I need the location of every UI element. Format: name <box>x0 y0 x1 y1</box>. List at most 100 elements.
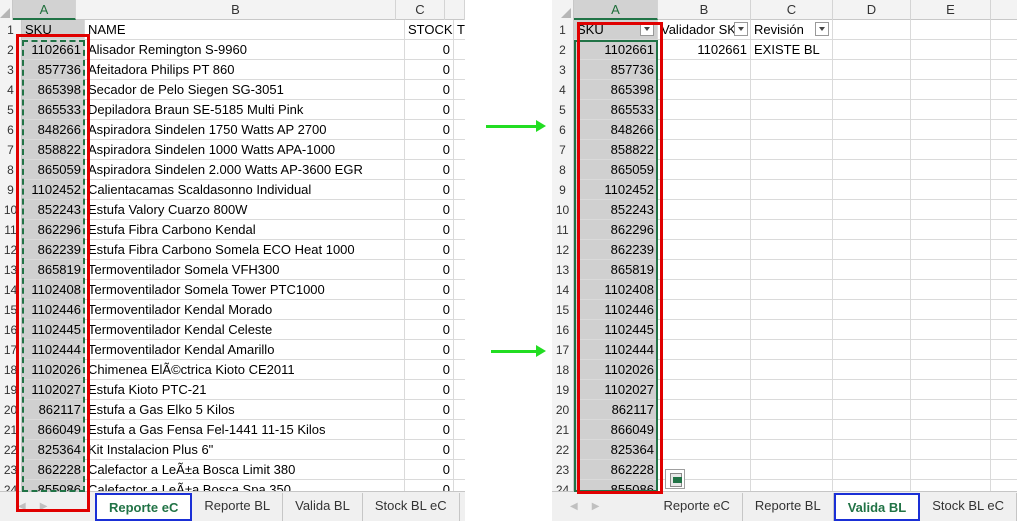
cell-empty[interactable] <box>911 280 991 299</box>
cell-empty[interactable] <box>833 320 911 339</box>
cell-stock[interactable]: 0 <box>405 400 454 419</box>
cell-stock[interactable]: 0 <box>405 100 454 119</box>
row-header[interactable]: 4 <box>0 80 22 100</box>
cell-revision[interactable] <box>751 180 833 199</box>
cell-sku[interactable]: 1102027 <box>22 380 85 399</box>
cell-e-header[interactable] <box>911 20 991 39</box>
cell-validador[interactable] <box>658 60 751 79</box>
cell-sku[interactable]: 1102452 <box>22 180 85 199</box>
cell-sku[interactable]: 1102408 <box>574 280 658 299</box>
cell-empty[interactable] <box>833 300 911 319</box>
cell-sku[interactable]: 866049 <box>22 420 85 439</box>
row-header[interactable]: 12 <box>552 240 574 260</box>
cell-validador[interactable] <box>658 180 751 199</box>
filter-dropdown-icon[interactable] <box>640 22 654 36</box>
cell-validador[interactable] <box>658 240 751 259</box>
row-header[interactable]: 8 <box>552 160 574 180</box>
column-header-e[interactable]: E <box>911 0 991 20</box>
row-header[interactable]: 15 <box>552 300 574 320</box>
cell-empty[interactable] <box>833 420 911 439</box>
cell-revision[interactable] <box>751 320 833 339</box>
column-header-c[interactable]: C <box>396 0 445 20</box>
cell-sku[interactable]: 1102445 <box>22 320 85 339</box>
cell-revision[interactable] <box>751 160 833 179</box>
cell-d-header[interactable]: T <box>454 20 465 39</box>
row-header[interactable]: 4 <box>552 80 574 100</box>
cell-empty[interactable] <box>833 240 911 259</box>
cell-stock[interactable]: 0 <box>405 120 454 139</box>
cell-empty[interactable] <box>454 420 465 439</box>
cell-validador[interactable]: 1102661 <box>658 40 751 59</box>
cell-validador[interactable] <box>658 460 751 479</box>
cell-empty[interactable] <box>911 200 991 219</box>
cell-sku[interactable]: 865533 <box>574 100 658 119</box>
cell-stock[interactable]: 0 <box>405 80 454 99</box>
row-header[interactable]: 10 <box>0 200 22 220</box>
cell-empty[interactable] <box>454 40 465 59</box>
row-header[interactable]: 19 <box>0 380 22 400</box>
row-header[interactable]: 6 <box>0 120 22 140</box>
cell-sku[interactable]: 865819 <box>574 260 658 279</box>
cell-sku[interactable]: 1102027 <box>574 380 658 399</box>
cell-sku[interactable]: 1102445 <box>574 320 658 339</box>
cell-revision[interactable] <box>751 420 833 439</box>
cell-name[interactable]: Depiladora Braun SE-5185 Multi Pink <box>85 100 405 119</box>
row-header[interactable]: 20 <box>552 400 574 420</box>
cell-sku[interactable]: 862239 <box>22 240 85 259</box>
cell-name[interactable]: Estufa Valory Cuarzo 800W <box>85 200 405 219</box>
cell-sku[interactable]: 825364 <box>574 440 658 459</box>
cell-empty[interactable] <box>911 340 991 359</box>
cell-empty[interactable] <box>911 240 991 259</box>
cell-sku[interactable]: 862117 <box>22 400 85 419</box>
cell-empty[interactable] <box>454 120 465 139</box>
cell-revision[interactable] <box>751 140 833 159</box>
cell-validador[interactable] <box>658 120 751 139</box>
cell-stock[interactable]: 0 <box>405 140 454 159</box>
row-header[interactable]: 14 <box>0 280 22 300</box>
cell-sku[interactable]: 1102444 <box>574 340 658 359</box>
row-header[interactable]: 15 <box>0 300 22 320</box>
cell-validador[interactable] <box>658 100 751 119</box>
row-header[interactable]: 2 <box>552 40 574 60</box>
cell-name[interactable]: Kit Instalacion Plus 6" <box>85 440 405 459</box>
tab-scroll-right-icon[interactable]: ▶ <box>39 501 48 512</box>
cell-revision[interactable] <box>751 80 833 99</box>
cell-validador[interactable] <box>658 320 751 339</box>
cell-sku[interactable]: 1102408 <box>22 280 85 299</box>
cell-sku-header[interactable]: SKU <box>574 20 658 39</box>
cell-empty[interactable] <box>911 460 991 479</box>
cell-revision[interactable] <box>751 460 833 479</box>
cell-validador[interactable] <box>658 400 751 419</box>
cell-name[interactable]: Estufa a Gas Fensa Fel-1441 11-15 Kilos <box>85 420 405 439</box>
tab-valida-bl[interactable]: Valida BL <box>283 492 363 521</box>
select-all-corner-icon[interactable] <box>0 0 13 20</box>
cell-empty[interactable] <box>833 280 911 299</box>
tab-stock-bl-ec[interactable]: Stock BL eC <box>363 492 460 521</box>
cell-name[interactable]: Aspiradora Sindelen 2.000 Watts AP-3600 … <box>85 160 405 179</box>
cell-sku[interactable]: 1102661 <box>22 40 85 59</box>
tab-reporte-bl[interactable]: Reporte BL <box>743 492 834 521</box>
cell-validador[interactable] <box>658 480 751 499</box>
cell-empty[interactable] <box>911 80 991 99</box>
cell-validador[interactable] <box>658 80 751 99</box>
cell-revision[interactable] <box>751 360 833 379</box>
row-header[interactable]: 2 <box>0 40 22 60</box>
cell-empty[interactable] <box>911 420 991 439</box>
cell-validador[interactable] <box>658 300 751 319</box>
cell-empty[interactable] <box>454 240 465 259</box>
cell-empty[interactable] <box>833 480 911 499</box>
cell-empty[interactable] <box>454 440 465 459</box>
quick-analysis-icon[interactable] <box>665 469 685 489</box>
cell-name[interactable]: Termoventilador Somela VFH300 <box>85 260 405 279</box>
cell-empty[interactable] <box>833 40 911 59</box>
cell-empty[interactable] <box>454 100 465 119</box>
cell-revision[interactable] <box>751 400 833 419</box>
cell-name[interactable]: Calefactor a LeÃ±a Bosca Limit 380 <box>85 460 405 479</box>
cell-validador[interactable] <box>658 220 751 239</box>
row-header[interactable]: 3 <box>0 60 22 80</box>
cell-empty[interactable] <box>911 40 991 59</box>
cell-validador[interactable] <box>658 200 751 219</box>
cell-sku[interactable]: 1102452 <box>574 180 658 199</box>
cell-stock[interactable]: 0 <box>405 200 454 219</box>
cell-stock[interactable]: 0 <box>405 480 454 499</box>
